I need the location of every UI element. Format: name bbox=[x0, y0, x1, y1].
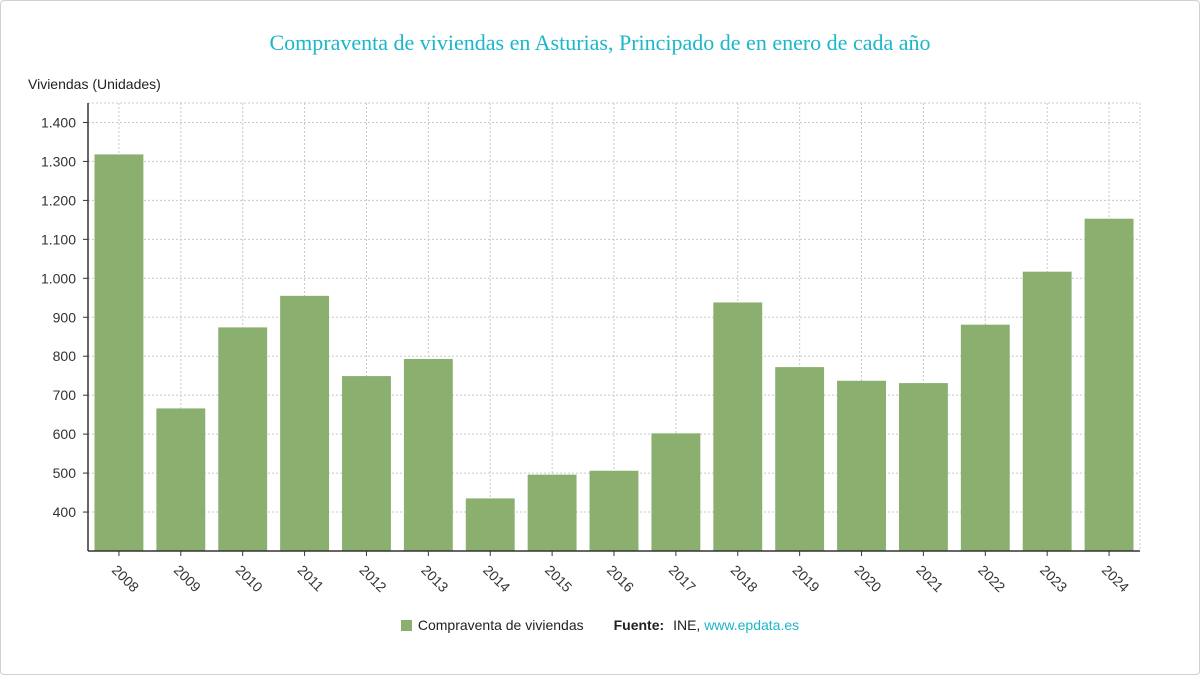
source-label: Fuente: bbox=[613, 617, 665, 633]
y-tick-label: 1.100 bbox=[41, 231, 76, 247]
y-tick-label: 1.000 bbox=[41, 270, 76, 286]
x-tick-label: 2019 bbox=[790, 562, 823, 595]
source-note: Fuente: INE, www.epdata.es bbox=[614, 617, 800, 633]
bar-2008 bbox=[94, 154, 144, 551]
x-tick-label: 2015 bbox=[542, 562, 575, 595]
legend-item[interactable]: Compraventa de viviendas bbox=[400, 617, 584, 633]
y-tick-label: 1.200 bbox=[41, 192, 76, 208]
bar-2018 bbox=[713, 302, 763, 551]
y-tick-label: 1.400 bbox=[41, 114, 76, 130]
bar-2022 bbox=[960, 324, 1010, 551]
bar-2020 bbox=[837, 380, 886, 551]
x-tick-label: 2024 bbox=[1099, 562, 1132, 595]
x-tick-label: 2018 bbox=[728, 562, 761, 595]
bar-2012 bbox=[342, 376, 391, 551]
x-tick-label: 2016 bbox=[604, 562, 637, 595]
y-tick-label: 500 bbox=[53, 465, 77, 481]
chart-title: Compraventa de viviendas en Asturias, Pr… bbox=[269, 30, 931, 55]
bar-2013 bbox=[403, 358, 453, 551]
legend: Compraventa de viviendas Fuente: INE, ww… bbox=[0, 617, 1200, 633]
x-tick-label: 2017 bbox=[666, 562, 699, 595]
x-tick-label: 2011 bbox=[294, 562, 327, 595]
y-tick-label: 700 bbox=[53, 387, 77, 403]
source-link[interactable]: www.epdata.es bbox=[704, 617, 800, 633]
x-tick-label: 2010 bbox=[233, 562, 266, 595]
bar-2023 bbox=[1022, 271, 1072, 551]
x-tick-label: 2021 bbox=[913, 562, 946, 595]
y-tick-label: 900 bbox=[53, 309, 77, 325]
bar-2024 bbox=[1084, 218, 1134, 551]
x-tick-label: 2013 bbox=[418, 562, 451, 595]
x-tick-label: 2008 bbox=[109, 562, 142, 595]
bar-2016 bbox=[589, 470, 639, 551]
y-tick-label: 1.300 bbox=[41, 153, 76, 169]
x-tick-label: 2012 bbox=[356, 562, 389, 595]
x-tick-label: 2023 bbox=[1037, 562, 1070, 595]
bar-2010 bbox=[218, 327, 268, 551]
source-text: INE, bbox=[673, 617, 701, 633]
bar-2017 bbox=[651, 433, 701, 551]
bar-2015 bbox=[527, 474, 577, 551]
bar-2014 bbox=[465, 498, 515, 551]
bar-2019 bbox=[775, 367, 825, 551]
y-tick-label: 800 bbox=[53, 348, 77, 364]
bar-2009 bbox=[156, 408, 206, 551]
bar-2021 bbox=[898, 383, 948, 551]
x-tick-label: 2020 bbox=[851, 562, 884, 595]
x-tick-label: 2014 bbox=[480, 562, 513, 595]
x-tick-label: 2009 bbox=[171, 562, 204, 595]
x-tick-label: 2022 bbox=[975, 562, 1008, 595]
legend-label: Compraventa de viviendas bbox=[417, 617, 584, 633]
legend-swatch bbox=[400, 619, 412, 631]
bar-2011 bbox=[280, 295, 330, 551]
y-axis-label: Viviendas (Unidades) bbox=[28, 76, 161, 92]
y-tick-label: 600 bbox=[53, 426, 77, 442]
y-tick-label: 400 bbox=[53, 504, 77, 520]
